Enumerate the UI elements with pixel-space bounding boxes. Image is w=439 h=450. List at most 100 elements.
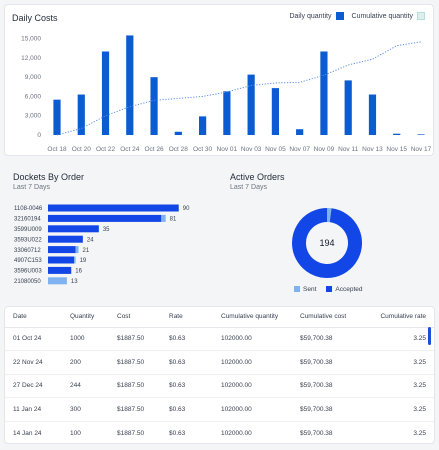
table-cell-cost: $1887.50 xyxy=(109,421,161,443)
col-cumulative-rate[interactable]: Cumulative rate xyxy=(367,307,434,328)
table-cell-cumulative-quantity: 102000.00 xyxy=(213,327,292,352)
y-tick-label: 6,000 xyxy=(25,93,42,100)
bar-daily-quantity xyxy=(77,94,85,135)
table-cell-cumulative-quantity: 102000.00 xyxy=(213,397,292,422)
orders-donut-chart: 194 xyxy=(292,208,362,278)
bar-sent xyxy=(75,246,79,254)
x-tick-label: Oct 22 xyxy=(96,146,116,153)
legend-accepted-swatch xyxy=(326,286,333,293)
legend-daily-quantity-swatch xyxy=(335,12,344,20)
bar-accepted xyxy=(48,266,72,274)
dockets-total-label: 19 xyxy=(80,258,87,264)
table-row[interactable]: 27 Dec 24 244 $1887.50 $0.63 102000.00 $59,70… xyxy=(5,374,434,399)
table-cell-date: 22 Nov 24 xyxy=(5,350,62,375)
orders-title: Active Orders xyxy=(230,172,285,182)
x-tick-label: Oct 20 xyxy=(72,146,92,153)
table-cell-quantity: 300 xyxy=(62,397,109,422)
table-scrollbar[interactable] xyxy=(428,327,431,345)
table-cell-cumulative-cost: $59,700.38 xyxy=(292,397,367,422)
bar-daily-quantity xyxy=(344,80,352,135)
y-tick-label: 12,000 xyxy=(21,55,41,62)
data-table-card: Date Quantity Cost Rate Cumulative quant… xyxy=(4,306,435,444)
table-cell-cost: $1887.50 xyxy=(109,374,161,399)
x-tick-label: Nov 01 xyxy=(217,146,238,153)
bar-daily-quantity xyxy=(199,116,207,135)
col-cumulative-quantity[interactable]: Cumulative quantity xyxy=(213,307,292,328)
dockets-category-label: 32160194 xyxy=(14,217,41,223)
dockets-title: Dockets By Order xyxy=(13,172,85,182)
table-cell-cost: $1887.50 xyxy=(109,327,161,352)
table-cell-rate: $0.63 xyxy=(161,397,213,422)
table-row[interactable]: 14 Jan 24 100 $1887.50 $0.63 102000.00 $59,70… xyxy=(5,421,434,443)
x-tick-label: Nov 17 xyxy=(411,146,432,153)
table-cell-cost: $1887.50 xyxy=(109,350,161,375)
table-cell-cumulative-cost: $59,700.38 xyxy=(292,327,367,352)
bar-sent xyxy=(48,277,67,285)
bar-accepted xyxy=(48,225,99,233)
x-tick-label: Nov 13 xyxy=(362,146,383,153)
dockets-category-label: 33060712 xyxy=(14,248,41,254)
x-tick-label: Oct 24 xyxy=(120,146,140,153)
x-tick-label: Oct 18 xyxy=(47,146,67,153)
dockets-total-label: 90 xyxy=(183,206,190,212)
table-cell-cumulative-cost: $59,700.38 xyxy=(292,350,367,375)
table-row[interactable]: 22 Nov 24 200 $1887.50 $0.63 102000.00 $59,70… xyxy=(5,350,434,375)
table-cell-date: 27 Dec 24 xyxy=(5,374,62,399)
table-cell-quantity: 100 xyxy=(62,421,109,443)
y-tick-label: 15,000 xyxy=(21,36,41,43)
dockets-chart: 1108-0046 90 32160194 81 3599U009 35 3593U022 2… xyxy=(14,204,190,285)
x-tick-label: Nov 09 xyxy=(314,146,335,153)
bar-daily-quantity xyxy=(101,51,110,135)
table-cell-cumulative-quantity: 102000.00 xyxy=(213,350,292,375)
col-date[interactable]: Date xyxy=(5,307,62,328)
bar-daily-quantity xyxy=(320,51,328,135)
col-quantity[interactable]: Quantity xyxy=(62,307,109,328)
y-tick-label: 3,000 xyxy=(25,113,42,120)
table-cell-cumulative-rate: 3.25 xyxy=(367,350,434,375)
dockets-category-label: 3596U003 xyxy=(14,269,42,275)
table-header-row: Date Quantity Cost Rate Cumulative quant… xyxy=(5,307,434,328)
bar-accepted xyxy=(48,204,179,212)
bar-daily-quantity xyxy=(296,129,304,135)
line-cumulative-quantity xyxy=(56,41,422,136)
table-cell-cost: $1887.50 xyxy=(109,397,161,422)
dockets-total-label: 13 xyxy=(71,279,78,285)
table-cell-date: 01 Oct 24 xyxy=(5,327,62,352)
table-cell-rate: $0.63 xyxy=(161,374,213,399)
x-tick-label: Oct 26 xyxy=(144,146,164,153)
bar-daily-quantity xyxy=(150,77,158,135)
legend-sent-swatch xyxy=(294,286,300,293)
col-cumulative-cost[interactable]: Cumulative cost xyxy=(292,307,367,328)
bar-daily-quantity xyxy=(368,94,377,135)
table-row[interactable]: 11 Jan 24 300 $1887.50 $0.63 102000.00 $59,70… xyxy=(5,397,434,422)
bar-sent xyxy=(74,256,76,264)
dockets-total-label: 24 xyxy=(87,237,94,243)
bar-daily-quantity xyxy=(417,134,425,135)
table-cell-date: 14 Jan 24 xyxy=(5,421,62,443)
table-cell-cumulative-quantity: 102000.00 xyxy=(213,421,292,443)
legend-daily-quantity-label: Daily quantity xyxy=(289,12,332,20)
col-cost[interactable]: Cost xyxy=(109,307,161,328)
bar-daily-quantity xyxy=(126,35,134,135)
donut-center-value: 194 xyxy=(319,238,334,248)
bar-accepted xyxy=(48,256,75,264)
y-tick-label: 0 xyxy=(37,132,41,139)
dockets-subtitle: Last 7 Days xyxy=(13,184,50,191)
bar-daily-quantity xyxy=(247,74,255,135)
table-cell-cumulative-rate: 3.25 xyxy=(367,421,434,443)
table-cell-rate: $0.63 xyxy=(161,350,213,375)
x-tick-label: Oct 30 xyxy=(193,146,213,153)
dockets-category-label: 4907C153 xyxy=(14,258,42,264)
legend-accepted-label: Accepted xyxy=(335,286,363,293)
table-row[interactable]: 01 Oct 24 1000 $1887.50 $0.63 102000.00 $59,7… xyxy=(5,327,434,352)
col-rate[interactable]: Rate xyxy=(161,307,213,328)
bar-sent xyxy=(161,214,166,222)
table-cell-quantity: 244 xyxy=(62,374,109,399)
table-cell-cumulative-cost: $59,700.38 xyxy=(292,374,367,399)
daily-costs-legend: Daily quantity Cumulative quantity xyxy=(289,12,425,20)
dockets-category-label: 1108-0046 xyxy=(14,206,43,212)
bar-daily-quantity xyxy=(223,91,231,135)
legend-sent: Sent xyxy=(294,286,316,293)
table-cell-rate: $0.63 xyxy=(161,327,213,352)
table-cell-cumulative-rate: 3.25 xyxy=(367,374,434,399)
